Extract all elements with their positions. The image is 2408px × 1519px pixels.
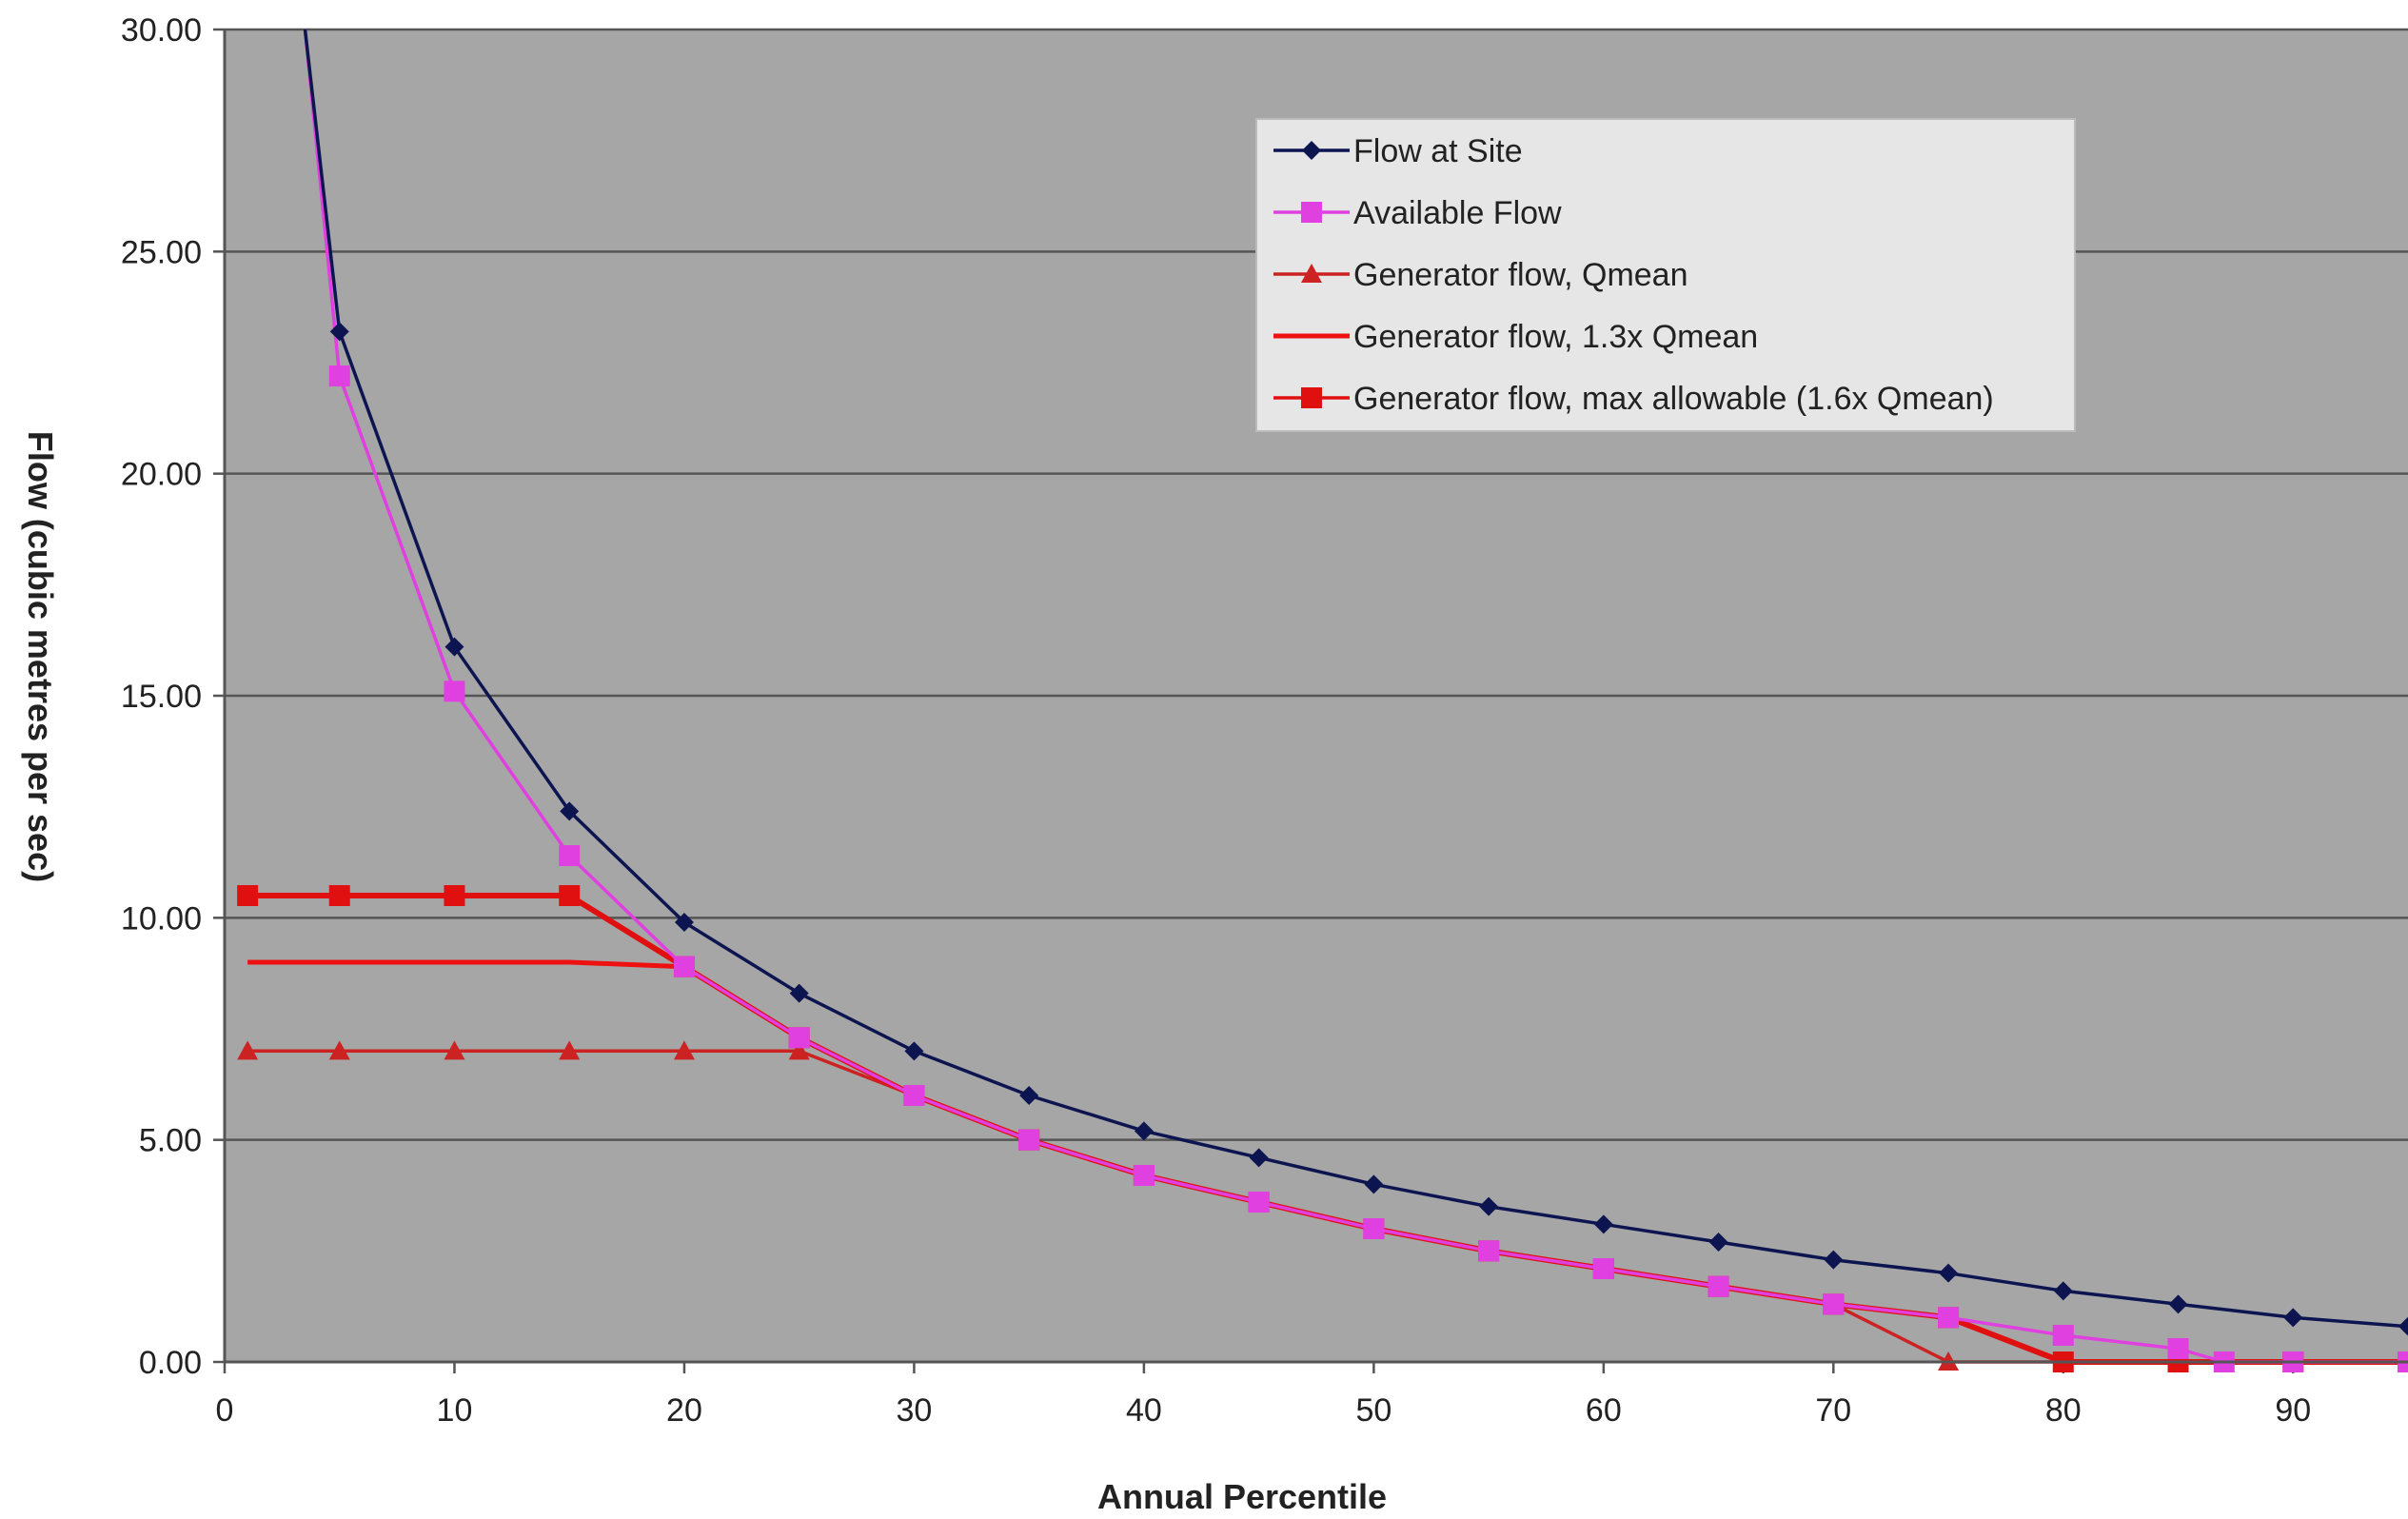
data-point [2398,1316,2408,1336]
data-point [1248,1192,1270,1213]
data-point [2167,1338,2189,1359]
legend-swatch-marker [1301,387,1322,408]
data-point [560,801,580,821]
legend-entry: Available Flow [1353,195,1562,231]
data-point [559,845,581,866]
data-point [1707,1275,1729,1297]
data-point [1363,1218,1385,1239]
data-point [788,1027,810,1049]
series-layer [237,29,2408,1372]
data-point [674,913,694,932]
series-flow-at-site [303,29,2408,1336]
legend: Flow at Site Available Flow Generator flow… [1255,118,2076,432]
legend-entry: Generator flow, max allowable (1.6x Qmea… [1353,381,1994,417]
data-point [788,1040,810,1060]
legend-swatch-marker [1301,264,1322,283]
data-point [559,885,581,906]
data-point [1938,1307,1960,1329]
data-point [559,1040,581,1060]
x-tick-label: 70 [1815,1392,1851,1429]
y-tick-label: 30.00 [121,12,202,49]
x-tick-label: 60 [1586,1392,1622,1429]
y-tick-label: 20.00 [121,457,202,493]
data-point [444,885,465,906]
data-point [444,1040,465,1060]
data-point [237,885,259,906]
data-point [444,681,465,702]
data-point [1708,1233,1728,1252]
data-point [2053,1281,2073,1301]
series-available-flow [303,29,2408,1372]
legend-box [1255,118,2076,432]
y-tick-label: 25.00 [121,234,202,270]
series-line [303,29,2408,1329]
legend-entry: Generator flow, 1.3x Qmean [1353,319,1758,355]
data-point [1018,1129,1040,1151]
data-point [1249,1148,1269,1168]
legend-entry: Flow at Site [1353,133,1523,169]
data-point [1478,1240,1500,1262]
y-tick-label: 10.00 [121,900,202,937]
data-point [1593,1214,1613,1234]
x-tick-label: 80 [2045,1392,2082,1429]
x-tick-label: 30 [897,1392,933,1429]
data-point [1824,1250,1844,1270]
y-tick-label: 15.00 [121,679,202,715]
x-tick-label: 90 [2275,1392,2311,1429]
x-tick-label: 20 [666,1392,702,1429]
x-axis-title: Annual Percentile [1097,1477,1387,1516]
data-point [328,885,350,906]
data-point [1019,1086,1039,1105]
x-tick-label: 40 [1126,1392,1162,1429]
y-axis-ticks: 0.00 5.00 10.00 15.00 20.00 25.00 30.00 [121,12,225,1381]
gridlines [225,28,2408,1141]
data-point [1133,1165,1155,1186]
data-point [1364,1174,1384,1194]
data-point [789,983,809,1003]
data-point [328,365,350,386]
data-point [328,1040,350,1060]
data-point [673,956,695,977]
data-point [2168,1294,2188,1314]
data-point [1939,1263,1959,1283]
y-tick-label: 5.00 [139,1123,202,1159]
x-axis-ticks: 0 10 20 30 40 50 60 70 80 90 [216,1362,2311,1429]
data-point [673,1040,695,1060]
data-point [329,322,349,342]
data-point [237,1040,259,1060]
y-tick-label: 0.00 [139,1345,202,1381]
legend-swatch-marker [1301,202,1322,223]
data-point [444,637,464,657]
data-point [2052,1325,2074,1346]
data-point [903,1085,925,1106]
data-point [904,1041,924,1061]
legend-swatch-marker [1302,141,1321,160]
x-tick-label: 10 [437,1392,473,1429]
data-point [1479,1196,1499,1216]
x-tick-label: 0 [216,1392,234,1429]
data-point [2283,1308,2303,1328]
data-point [1823,1293,1845,1315]
data-point [1134,1121,1154,1141]
data-point [1592,1258,1614,1279]
x-tick-label: 50 [1355,1392,1392,1429]
y-axis-title: Flow (cubic metres per sec) [21,431,60,882]
legend-entry: Generator flow, Qmean [1353,257,1688,293]
